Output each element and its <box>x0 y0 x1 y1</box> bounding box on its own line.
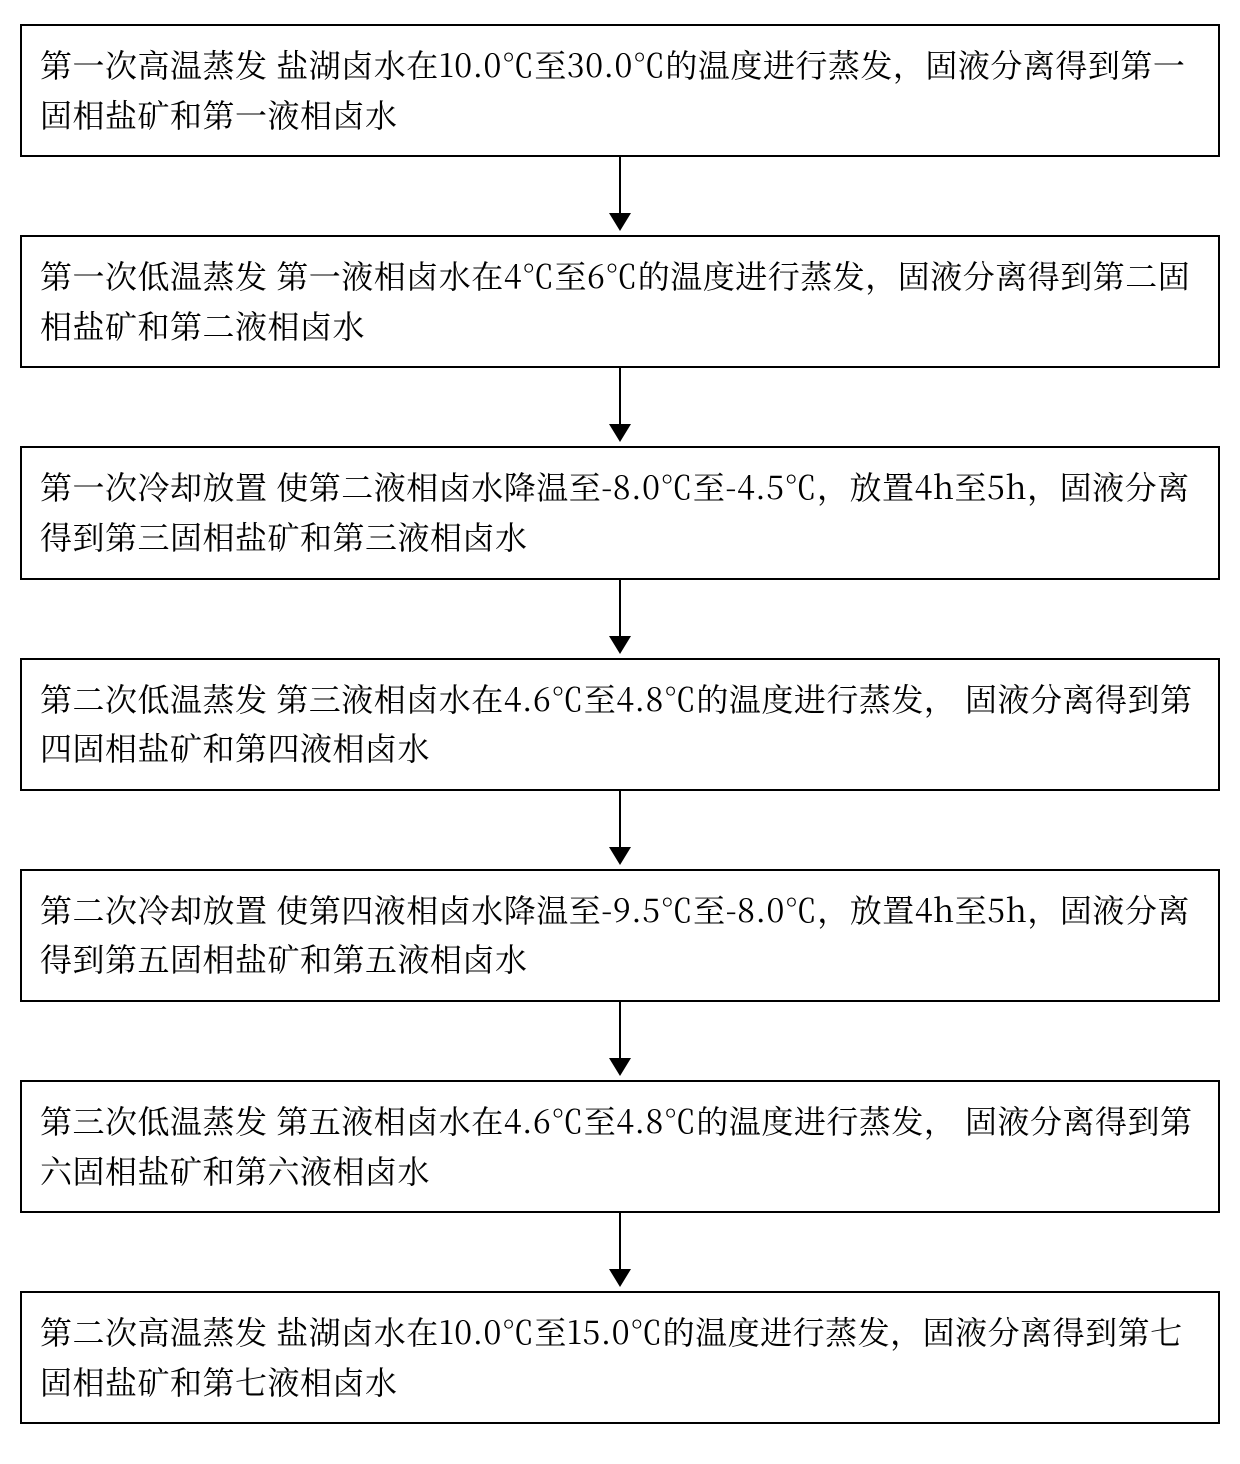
step-text: 第二次低温蒸发 第三液相卤水在4.6℃至4.8℃的温度进行蒸发， 固液分离得到第… <box>40 675 1193 771</box>
step-text: 第二次高温蒸发 盐湖卤水在10.0℃至15.0℃的温度进行蒸发，固液分离得到第七… <box>40 1308 1183 1404</box>
step-box-5: 第二次冷却放置 使第四液相卤水降温至-9.5℃至-8.0℃，放置4h至5h，固液… <box>20 869 1220 1002</box>
step-text: 第一次高温蒸发 盐湖卤水在10.0℃至30.0℃的温度进行蒸发，固液分离得到第一… <box>40 41 1185 137</box>
arrow-3 <box>605 580 635 658</box>
arrow-5 <box>605 1002 635 1080</box>
flowchart-container: 第一次高温蒸发 盐湖卤水在10.0℃至30.0℃的温度进行蒸发，固液分离得到第一… <box>0 0 1240 1464</box>
arrow-1 <box>605 157 635 235</box>
arrow-4 <box>605 791 635 869</box>
step-box-2: 第一次低温蒸发 第一液相卤水在4℃至6℃的温度进行蒸发，固液分离得到第二固相盐矿… <box>20 235 1220 368</box>
arrow-down-icon <box>605 157 635 231</box>
arrow-down-icon <box>605 1002 635 1076</box>
arrow-2 <box>605 368 635 446</box>
step-box-4: 第二次低温蒸发 第三液相卤水在4.6℃至4.8℃的温度进行蒸发， 固液分离得到第… <box>20 658 1220 791</box>
step-box-7: 第二次高温蒸发 盐湖卤水在10.0℃至15.0℃的温度进行蒸发，固液分离得到第七… <box>20 1291 1220 1424</box>
step-box-3: 第一次冷却放置 使第二液相卤水降温至-8.0℃至-4.5℃，放置4h至5h，固液… <box>20 446 1220 579</box>
arrow-down-icon <box>605 368 635 442</box>
arrow-down-icon <box>605 580 635 654</box>
arrow-6 <box>605 1213 635 1291</box>
step-text: 第三次低温蒸发 第五液相卤水在4.6℃至4.8℃的温度进行蒸发， 固液分离得到第… <box>40 1097 1193 1193</box>
step-box-6: 第三次低温蒸发 第五液相卤水在4.6℃至4.8℃的温度进行蒸发， 固液分离得到第… <box>20 1080 1220 1213</box>
step-text: 第一次冷却放置 使第二液相卤水降温至-8.0℃至-4.5℃，放置4h至5h，固液… <box>40 463 1190 559</box>
step-box-1: 第一次高温蒸发 盐湖卤水在10.0℃至30.0℃的温度进行蒸发，固液分离得到第一… <box>20 24 1220 157</box>
step-text: 第二次冷却放置 使第四液相卤水降温至-9.5℃至-8.0℃，放置4h至5h，固液… <box>40 886 1190 982</box>
step-text: 第一次低温蒸发 第一液相卤水在4℃至6℃的温度进行蒸发，固液分离得到第二固相盐矿… <box>40 252 1190 348</box>
arrow-down-icon <box>605 791 635 865</box>
arrow-down-icon <box>605 1213 635 1287</box>
